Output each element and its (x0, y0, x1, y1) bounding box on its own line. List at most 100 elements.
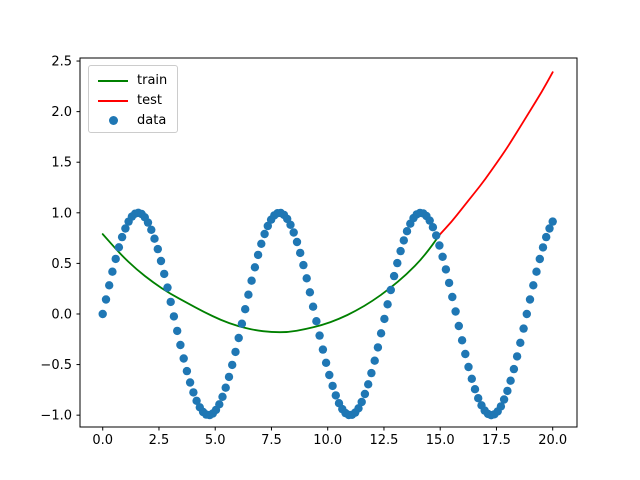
legend-entry-train: train (89, 71, 177, 90)
data-point (448, 292, 457, 302)
data-point (464, 362, 473, 372)
data-point (292, 237, 302, 247)
data-point (150, 234, 159, 243)
data-point (289, 228, 298, 237)
data-point (111, 254, 120, 264)
x-tick-label: 17.5 (482, 433, 511, 448)
y-tick-label: 1.5 (51, 156, 72, 171)
data-point (525, 295, 535, 304)
data-point (143, 218, 153, 227)
y-tick-label: 2.0 (51, 105, 72, 120)
legend-label-test: test (137, 93, 162, 108)
data-point (367, 368, 376, 378)
data-point (160, 269, 169, 279)
x-tick-label: 5.0 (205, 433, 226, 448)
x-tick-label: 20.0 (538, 433, 567, 448)
data-point (402, 227, 412, 236)
data-point (373, 343, 383, 352)
data-point (244, 290, 253, 299)
data-point (435, 241, 444, 250)
x-tick-label: 15.0 (426, 433, 455, 448)
data-point (260, 229, 269, 239)
data-point (432, 231, 441, 240)
train-curve (101, 233, 442, 334)
data-point (108, 267, 117, 276)
y-tick-label: 0.5 (51, 257, 72, 272)
data-point (257, 239, 266, 248)
data-scatter-series (98, 208, 557, 420)
data-point (98, 309, 107, 319)
data-point (503, 386, 512, 396)
x-tick-label: 10.0 (313, 433, 342, 448)
data-point (454, 321, 463, 331)
data-point (185, 378, 195, 387)
data-point (321, 358, 331, 367)
data-point (247, 276, 256, 285)
data-point (224, 372, 234, 382)
data-point (354, 404, 363, 413)
data-point (253, 250, 263, 260)
data-point (512, 352, 522, 361)
data-point (328, 381, 337, 391)
x-tick-label: 0.0 (92, 433, 113, 448)
data-point (393, 258, 402, 268)
data-point (438, 252, 447, 261)
data-point (218, 392, 227, 401)
data-point (101, 295, 111, 304)
data-point (189, 388, 198, 397)
data-point (457, 336, 467, 345)
legend-box: train test data (88, 65, 178, 133)
data-point (474, 394, 483, 403)
data-point (532, 267, 541, 276)
data-point (105, 281, 114, 290)
data-point (221, 383, 230, 392)
data-point (302, 274, 311, 283)
train-line-swatch (98, 79, 128, 82)
data-point (467, 374, 476, 383)
data-point (444, 278, 454, 288)
data-point (425, 216, 434, 225)
y-tick-label: 0.0 (51, 307, 72, 322)
data-point (331, 391, 340, 400)
data-point (147, 225, 156, 234)
data-point (308, 302, 318, 311)
data-point (114, 243, 124, 252)
data-point (228, 360, 237, 370)
data-point (364, 380, 373, 389)
x-tick-label: 12.5 (369, 433, 398, 448)
data-point (299, 260, 308, 270)
data-point (399, 236, 408, 245)
data-point (509, 364, 519, 374)
data-point (383, 300, 392, 309)
data-point (192, 396, 201, 405)
data-point (117, 232, 127, 242)
data-point (357, 397, 366, 407)
test-curve (439, 71, 554, 235)
y-tick-label: −0.5 (40, 358, 72, 373)
data-point (250, 263, 260, 272)
data-point (182, 366, 192, 376)
test-line-swatch (98, 99, 128, 102)
data-point (451, 307, 460, 316)
data-point (380, 314, 389, 324)
data-point (389, 271, 399, 281)
data-point (166, 297, 175, 307)
data-point (305, 288, 315, 297)
y-tick-label: −1.0 (40, 409, 72, 424)
data-point (516, 338, 525, 347)
legend-entry-data: data (89, 111, 177, 130)
data-point (163, 283, 172, 292)
x-tick-label: 2.5 (149, 433, 170, 448)
data-point (441, 265, 451, 274)
data-point (496, 402, 506, 411)
data-point (169, 312, 179, 321)
data-point (542, 232, 551, 242)
legend-label-train: train (137, 73, 168, 88)
data-point (312, 317, 321, 326)
data-point (241, 305, 250, 314)
data-point (237, 319, 247, 328)
data-point (176, 340, 185, 350)
data-point (370, 356, 379, 365)
